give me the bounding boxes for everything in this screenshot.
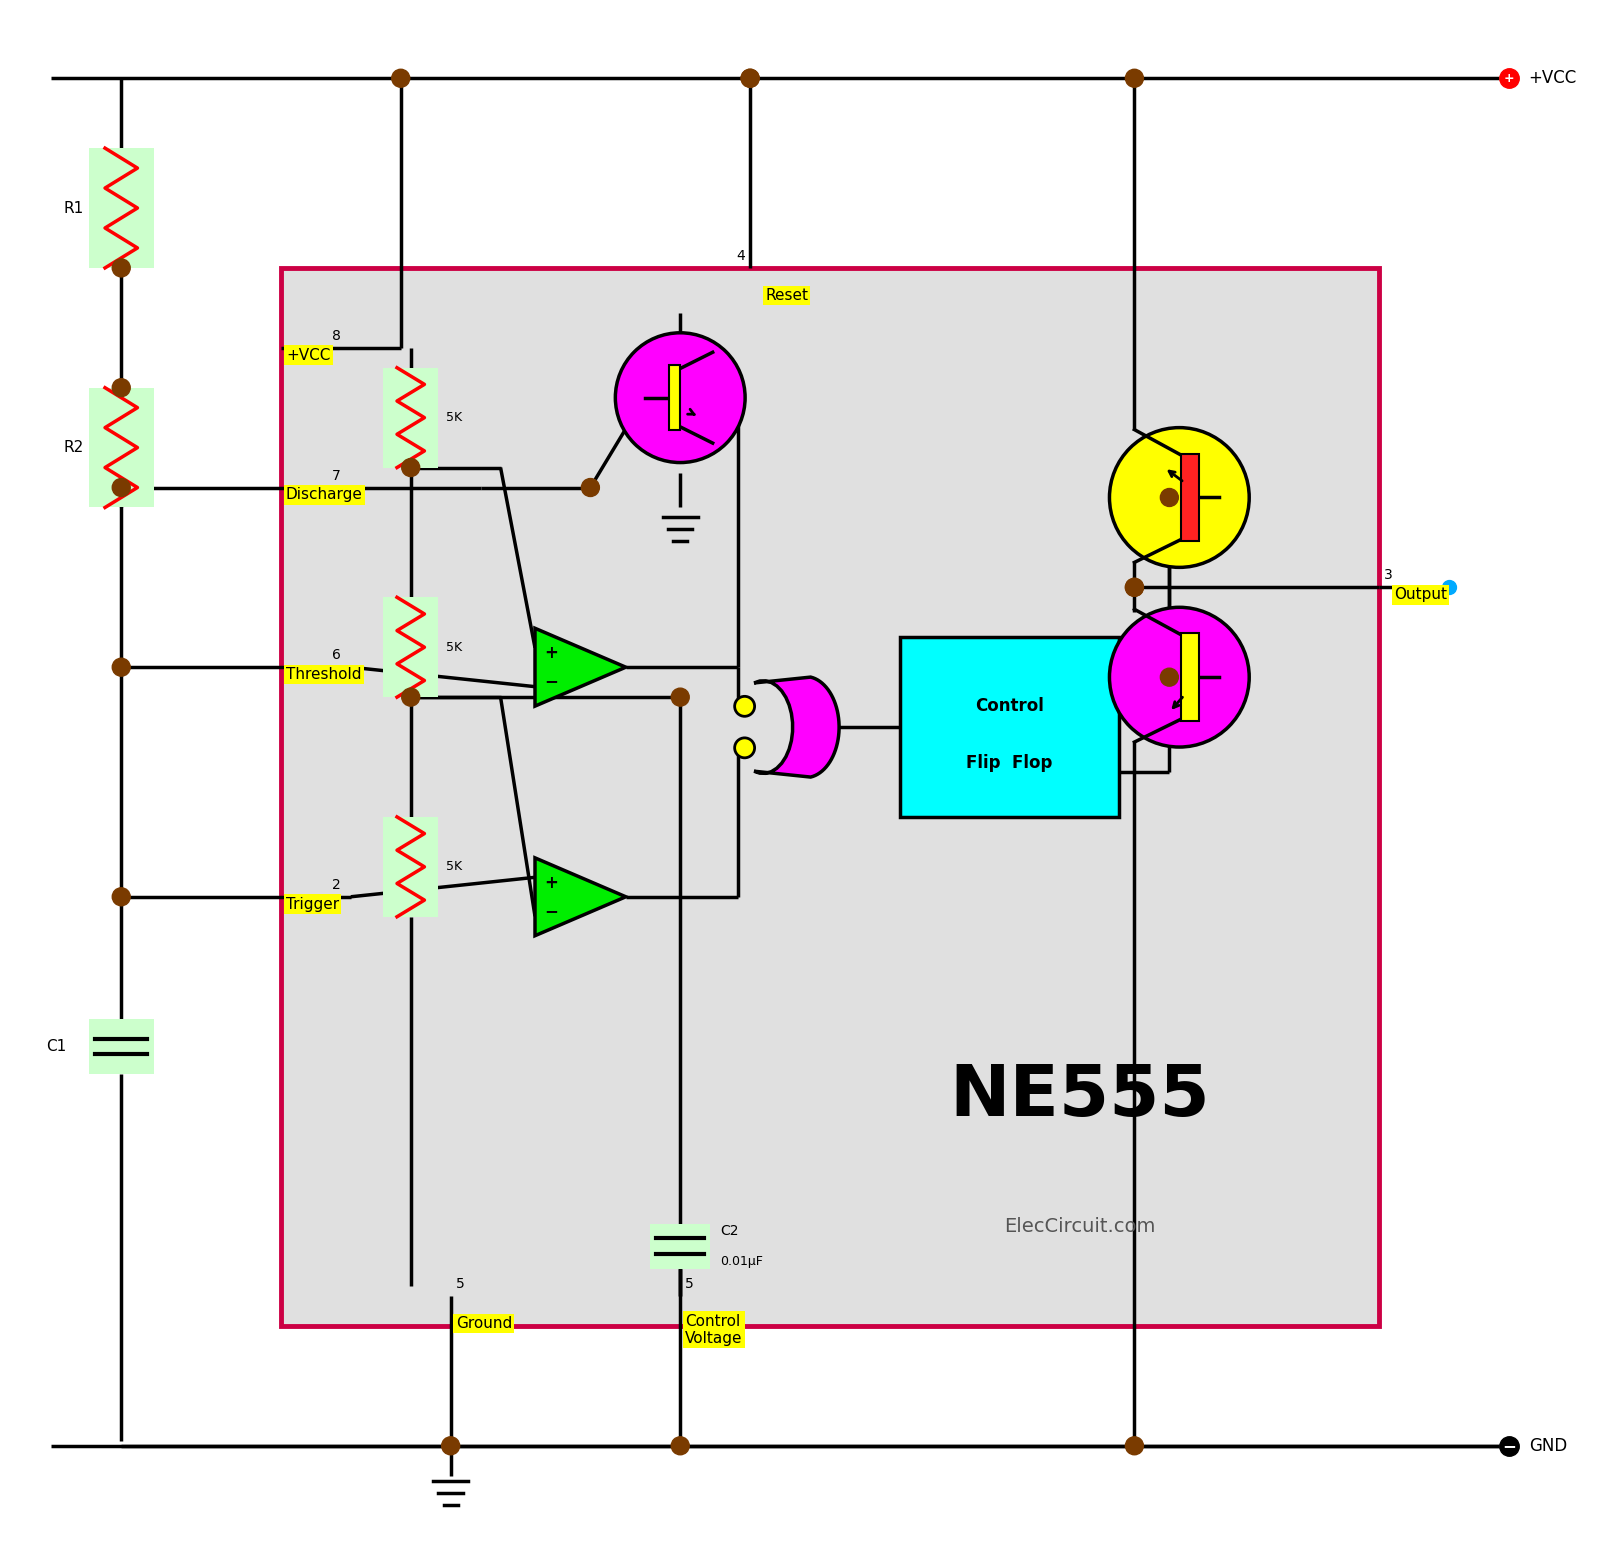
Text: 7: 7 (332, 469, 342, 483)
Circle shape (672, 688, 690, 705)
Circle shape (1161, 668, 1179, 687)
Bar (651, 1224, 711, 1269)
Bar (89, 149, 154, 268)
Circle shape (735, 696, 754, 716)
Text: −: − (544, 902, 559, 920)
Polygon shape (754, 678, 839, 777)
Text: 5K: 5K (445, 860, 461, 874)
Circle shape (1125, 579, 1143, 596)
Text: −: − (544, 673, 559, 690)
FancyBboxPatch shape (282, 268, 1379, 1326)
Circle shape (1109, 608, 1250, 747)
Circle shape (1125, 579, 1143, 596)
FancyBboxPatch shape (900, 637, 1119, 817)
Text: 5: 5 (685, 1278, 695, 1292)
Circle shape (615, 333, 745, 463)
Circle shape (735, 738, 754, 758)
Circle shape (392, 70, 410, 87)
Bar (1182, 453, 1200, 541)
Text: C2: C2 (720, 1224, 738, 1238)
Text: 5K: 5K (445, 412, 461, 424)
Text: 6: 6 (332, 648, 342, 662)
Text: R1: R1 (63, 201, 84, 215)
Text: NE555: NE555 (949, 1061, 1209, 1131)
Bar (89, 1019, 154, 1074)
Text: GND: GND (1528, 1437, 1567, 1454)
Bar (384, 368, 439, 467)
Text: +VCC: +VCC (287, 348, 330, 362)
Text: 5: 5 (455, 1278, 465, 1292)
Text: ElecCircuit.com: ElecCircuit.com (1004, 1216, 1156, 1236)
Circle shape (581, 478, 599, 497)
Circle shape (112, 478, 130, 497)
Text: Reset: Reset (766, 288, 808, 303)
Text: −: − (1502, 1437, 1515, 1454)
Circle shape (112, 888, 130, 905)
Circle shape (672, 1437, 690, 1454)
Circle shape (1125, 70, 1143, 87)
Circle shape (1125, 1437, 1143, 1454)
Text: 8: 8 (332, 330, 342, 343)
Circle shape (112, 258, 130, 277)
Text: 4: 4 (737, 249, 745, 263)
Text: 2: 2 (332, 877, 342, 891)
Polygon shape (534, 628, 627, 705)
Bar (669, 365, 680, 430)
Text: 3: 3 (1384, 568, 1392, 582)
Text: Ground: Ground (455, 1316, 512, 1330)
Text: Trigger: Trigger (287, 897, 338, 911)
Circle shape (442, 1437, 460, 1454)
Bar (384, 597, 439, 698)
Circle shape (402, 688, 419, 705)
Text: +: + (544, 644, 559, 662)
Text: Control
Voltage: Control Voltage (685, 1313, 743, 1346)
Text: 0.01μF: 0.01μF (720, 1255, 763, 1267)
Text: 5K: 5K (445, 640, 461, 654)
Text: Flip  Flop: Flip Flop (967, 753, 1052, 772)
Text: C1: C1 (45, 1040, 66, 1054)
Text: +VCC: +VCC (1528, 70, 1577, 87)
Text: Control: Control (975, 696, 1044, 715)
Text: +: + (1504, 71, 1514, 85)
Text: Threshold: Threshold (287, 667, 361, 682)
Bar (1182, 633, 1200, 721)
Circle shape (1161, 489, 1179, 506)
Circle shape (402, 458, 419, 476)
Bar (384, 817, 439, 917)
Circle shape (1109, 427, 1250, 568)
Text: Output: Output (1394, 588, 1447, 602)
Circle shape (742, 70, 759, 87)
Circle shape (742, 70, 759, 87)
Text: +: + (544, 874, 559, 891)
Text: Discharge: Discharge (287, 487, 363, 503)
Polygon shape (534, 859, 627, 936)
Circle shape (112, 379, 130, 396)
Circle shape (112, 657, 130, 676)
Bar (89, 388, 154, 507)
Text: R2: R2 (63, 439, 84, 455)
